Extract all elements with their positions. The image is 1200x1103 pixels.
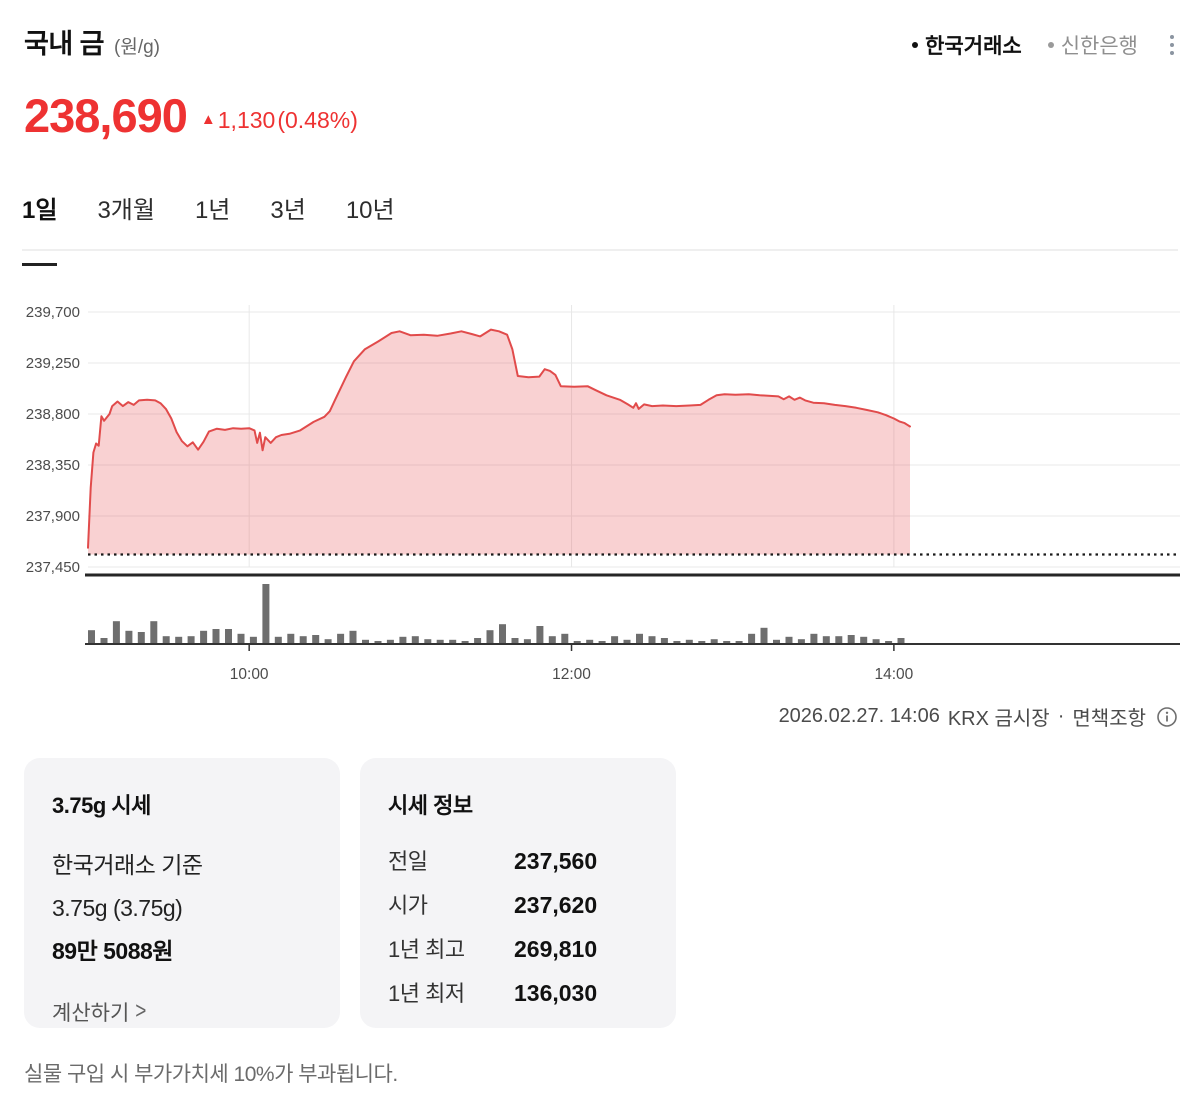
row-label: 1년 최저 <box>388 981 465 1006</box>
card-3-75g-title: 3.75g 시세 <box>52 793 151 818</box>
chevron-right-icon: > <box>135 998 147 1025</box>
tab-1year[interactable]: 1년 <box>194 197 231 224</box>
change-value: 1,130 <box>217 107 276 133</box>
row-label: 전일 <box>388 849 428 874</box>
bullet-icon <box>912 42 919 48</box>
svg-text:238,800: 238,800 <box>26 406 80 423</box>
svg-text:237,450: 237,450 <box>26 559 80 576</box>
svg-text:12:00: 12:00 <box>552 666 591 683</box>
current-price-row: 238,690 ▲ 1,130 (0.48%) <box>24 92 358 139</box>
quote-row-prev-close: 전일 237,560 <box>388 844 648 876</box>
info-icon[interactable] <box>1156 706 1178 728</box>
tab-3months[interactable]: 3개월 <box>97 197 155 224</box>
up-arrow-icon: ▲ <box>200 111 216 128</box>
card-3-75g-price: 3.75g 시세 한국거래소 기준 3.75g (3.75g) 89만 5088… <box>24 758 340 1028</box>
timestamp: 2026.02.27. 14:06 <box>778 705 940 727</box>
disclaimer-link[interactable]: 면책조항 <box>1072 708 1146 730</box>
row-label: 1년 최고 <box>388 937 465 962</box>
svg-text:10:00: 10:00 <box>230 666 269 683</box>
quote-row-open: 시가 237,620 <box>388 888 648 920</box>
bullet-icon <box>1047 42 1054 48</box>
row-value: 269,810 <box>514 936 598 962</box>
row-value: 237,560 <box>514 848 598 874</box>
tab-3years[interactable]: 3년 <box>270 197 306 224</box>
quote-row-year-high: 1년 최고 269,810 <box>388 932 648 964</box>
period-tabs: 1일 3개월 1년 3년 10년 <box>22 190 395 266</box>
page-title: 국내 금 <box>24 29 105 59</box>
change-percent: (0.48%) <box>277 107 358 133</box>
row-value: 237,620 <box>514 892 598 918</box>
source-shinhan-label: 신한은행 <box>1060 35 1138 58</box>
svg-text:237,900: 237,900 <box>26 508 80 525</box>
row-label: 시가 <box>388 893 428 918</box>
tab-1day[interactable]: 1일 <box>22 190 58 266</box>
quote-rows: 전일 237,560 시가 237,620 1년 최고 269,810 1년 최… <box>388 844 648 1008</box>
svg-text:238,350: 238,350 <box>26 457 80 474</box>
vat-notice: 실물 구입 시 부가가치세 10%가 부과됩니다. <box>24 1063 398 1086</box>
more-menu-icon[interactable] <box>1164 31 1180 59</box>
card-3-75g-basis: 한국거래소 기준 <box>52 852 203 878</box>
source-toggle-group: 한국거래소 신한은행 <box>912 30 1180 60</box>
calculate-link[interactable]: 계산하기 > <box>52 997 312 1027</box>
svg-text:239,700: 239,700 <box>26 304 80 321</box>
calculate-link-label: 계산하기 <box>52 1002 130 1025</box>
tabs-divider <box>22 249 1178 251</box>
separator-dot: · <box>1057 705 1065 727</box>
tab-10years[interactable]: 10년 <box>345 197 395 224</box>
quote-row-year-low: 1년 최저 136,030 <box>388 976 648 1008</box>
svg-text:239,250: 239,250 <box>26 355 80 372</box>
current-price: 238,690 <box>24 89 188 142</box>
market-name: KRX 금시장 <box>947 708 1050 730</box>
card-quote-title: 시세 정보 <box>388 793 473 818</box>
page-title-row: 국내 금 (원/g) <box>24 22 160 61</box>
row-value: 136,030 <box>514 980 598 1006</box>
price-unit: (원/g) <box>114 37 161 58</box>
svg-text:14:00: 14:00 <box>874 666 913 683</box>
source-krx-label: 한국거래소 <box>925 35 1022 58</box>
chart-meta-row: 2026.02.27. 14:06 KRX 금시장 · 면책조항 <box>779 702 1178 731</box>
card-quote-info: 시세 정보 전일 237,560 시가 237,620 1년 최고 269,81… <box>360 758 676 1028</box>
source-krx[interactable]: 한국거래소 <box>912 30 1022 60</box>
source-shinhan[interactable]: 신한은행 <box>1047 30 1138 60</box>
price-change: ▲ 1,130 (0.48%) <box>201 107 358 139</box>
price-chart: 239,700 239,250 238,800 238,350 237,900 237,4… <box>26 304 1180 683</box>
card-3-75g-amount: 89만 5088원 <box>52 938 173 964</box>
card-3-75g-weight: 3.75g (3.75g) <box>52 895 183 921</box>
